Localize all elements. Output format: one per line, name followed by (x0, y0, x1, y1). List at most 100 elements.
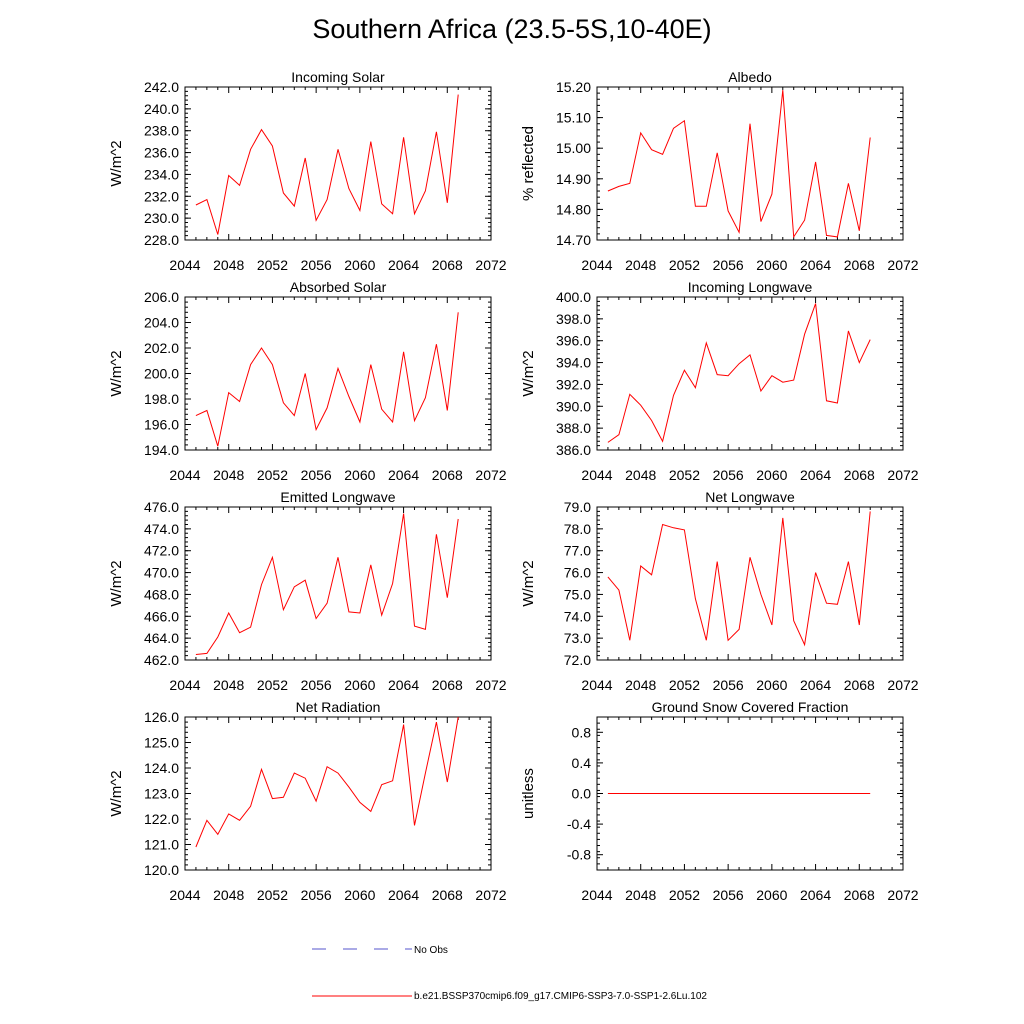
x-tick-label: 2052 (257, 467, 288, 483)
x-tick-label: 2072 (887, 257, 918, 273)
x-tick-label: 2056 (301, 467, 332, 483)
y-tick-label: 474.0 (144, 521, 179, 537)
y-tick-label: 73.0 (564, 630, 591, 646)
y-tick-label: 78.0 (564, 521, 591, 537)
x-tick-label: 2060 (756, 887, 787, 903)
x-tick-label: 2048 (213, 467, 244, 483)
panel-title: Albedo (728, 69, 772, 85)
panel-title: Incoming Solar (291, 69, 385, 85)
series-line (195, 513, 459, 655)
x-tick-label: 2048 (625, 257, 656, 273)
y-tick-label: 0.0 (572, 786, 592, 802)
y-tick-label: 462.0 (144, 652, 179, 668)
y-tick-label: 15.00 (556, 140, 591, 156)
x-tick-label: 2068 (432, 257, 463, 273)
x-tick-label: 2048 (213, 677, 244, 693)
x-tick-label: 2052 (669, 887, 700, 903)
panel-4: 2044 2048 2052 2056 2060 2064 2068 2072 386.0 388… (520, 279, 919, 483)
y-tick-label: 194.0 (144, 442, 179, 458)
x-tick-label: 2064 (388, 887, 419, 903)
x-tick-label: 2044 (169, 887, 200, 903)
x-tick-label: 2060 (344, 887, 375, 903)
x-tick-label: 2052 (669, 677, 700, 693)
y-axis-label: W/m^2 (108, 140, 125, 186)
series-line (607, 511, 871, 647)
y-tick-label: 228.0 (144, 232, 179, 248)
y-tick-label: 74.0 (564, 608, 591, 624)
y-tick-label: -0.4 (567, 816, 591, 832)
x-tick-label: 2060 (756, 467, 787, 483)
y-axis-label: % reflected (520, 126, 537, 201)
y-tick-label: 124.0 (144, 760, 179, 776)
y-tick-label: 394.0 (556, 355, 591, 371)
y-tick-label: 0.4 (572, 755, 592, 771)
panel-2: 2044 2048 2052 2056 2060 2064 2068 2072 14.70 14.… (520, 69, 919, 273)
x-tick-label: 2052 (257, 257, 288, 273)
series-line (195, 716, 459, 848)
y-tick-label: -0.8 (567, 847, 591, 863)
y-tick-label: 398.0 (556, 311, 591, 327)
y-tick-label: 242.0 (144, 79, 179, 95)
y-tick-label: 470.0 (144, 565, 179, 581)
y-tick-label: 15.20 (556, 79, 591, 95)
y-tick-label: 79.0 (564, 499, 591, 515)
y-tick-label: 200.0 (144, 366, 179, 382)
series-line (195, 312, 459, 447)
x-tick-label: 2064 (388, 677, 419, 693)
y-tick-label: 0.8 (572, 724, 592, 740)
y-tick-label: 236.0 (144, 145, 179, 161)
y-tick-label: 120.0 (144, 862, 179, 878)
y-tick-label: 240.0 (144, 101, 179, 117)
x-tick-label: 2056 (713, 677, 744, 693)
y-tick-label: 121.0 (144, 837, 179, 853)
x-tick-label: 2044 (581, 887, 612, 903)
panel-title: Net Radiation (296, 699, 381, 715)
y-axis-label: W/m^2 (520, 350, 537, 396)
x-tick-label: 2056 (301, 677, 332, 693)
y-tick-label: 466.0 (144, 608, 179, 624)
x-tick-label: 2048 (625, 887, 656, 903)
panel-5: 2044 2048 2052 2056 2060 2064 2068 2072 462.0 464… (108, 489, 507, 693)
y-axis-label: unitless (520, 768, 537, 819)
x-tick-label: 2060 (756, 257, 787, 273)
panel-title: Net Longwave (705, 489, 795, 505)
y-tick-label: 125.0 (144, 735, 179, 751)
y-tick-label: 126.0 (144, 709, 179, 725)
x-tick-label: 2072 (475, 887, 506, 903)
x-tick-label: 2072 (475, 257, 506, 273)
series-line (607, 303, 871, 443)
x-tick-label: 2044 (581, 677, 612, 693)
x-tick-label: 2068 (844, 257, 875, 273)
y-tick-label: 123.0 (144, 786, 179, 802)
x-tick-label: 2048 (213, 257, 244, 273)
x-tick-label: 2072 (475, 677, 506, 693)
x-tick-label: 2048 (625, 467, 656, 483)
panel-6: 2044 2048 2052 2056 2060 2064 2068 2072 72.0 73.0… (520, 489, 919, 693)
x-tick-label: 2064 (800, 887, 831, 903)
y-tick-label: 238.0 (144, 123, 179, 139)
panel-title: Emitted Longwave (280, 489, 395, 505)
y-tick-label: 390.0 (556, 398, 591, 414)
x-tick-label: 2060 (344, 677, 375, 693)
y-tick-label: 464.0 (144, 630, 179, 646)
panel-7: 2044 2048 2052 2056 2060 2064 2068 2072 120.0 121… (108, 699, 507, 903)
x-tick-label: 2056 (301, 887, 332, 903)
y-tick-label: 198.0 (144, 391, 179, 407)
x-tick-label: 2068 (844, 677, 875, 693)
x-tick-label: 2060 (756, 677, 787, 693)
x-tick-label: 2068 (432, 887, 463, 903)
series-line (607, 90, 871, 239)
x-tick-label: 2064 (388, 467, 419, 483)
y-tick-label: 206.0 (144, 289, 179, 305)
y-axis-label: W/m^2 (108, 350, 125, 396)
y-tick-label: 472.0 (144, 543, 179, 559)
x-tick-label: 2068 (432, 677, 463, 693)
y-tick-label: 75.0 (564, 586, 591, 602)
x-tick-label: 2072 (475, 467, 506, 483)
x-tick-label: 2072 (887, 677, 918, 693)
x-tick-label: 2064 (800, 677, 831, 693)
x-tick-label: 2060 (344, 257, 375, 273)
y-axis-label: W/m^2 (520, 560, 537, 606)
